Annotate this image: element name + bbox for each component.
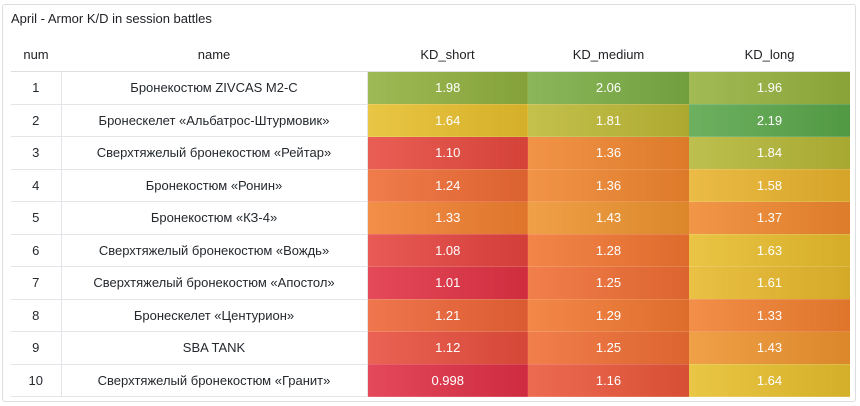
panel-title: April - Armor K/D in session battles — [11, 11, 212, 26]
column-header-kd-short[interactable]: KD_short — [367, 37, 528, 72]
table-row: 3 Сверхтяжелый бронекостюм «Рейтар» 1.10 1.… — [11, 136, 850, 170]
row-name-cell: SBA TANK — [61, 331, 368, 365]
kd-short-cell: 1.08 — [367, 234, 528, 267]
kd-short-cell: 0.998 — [367, 364, 528, 397]
kd-long-cell: 1.33 — [689, 299, 850, 332]
kd-short-cell: 1.01 — [367, 266, 528, 300]
kd-medium-cell: 1.16 — [528, 364, 689, 397]
table-row: 4 Бронекостюм «Ронин» 1.24 1.36 1.58 — [11, 169, 850, 202]
kd-short-cell: 1.98 — [367, 71, 528, 105]
row-name-cell: Бронекостюм «КЗ-4» — [61, 201, 368, 235]
table-row: 10 Сверхтяжелый бронекостюм «Гранит» 0.998… — [11, 364, 850, 397]
kd-long-cell: 1.43 — [689, 331, 850, 365]
kd-medium-cell: 1.81 — [528, 104, 689, 137]
row-name-cell: Сверхтяжелый бронекостюм «Апостол» — [61, 266, 368, 300]
kd-medium-cell: 1.29 — [528, 299, 689, 332]
kd-short-cell: 1.64 — [367, 104, 528, 137]
row-num-cell: 6 — [11, 234, 62, 267]
column-header-kd-long[interactable]: KD_long — [689, 37, 850, 72]
kd-table: num name KD_short KD_medium KD_long 1 Бро… — [11, 37, 850, 397]
kd-medium-cell: 1.28 — [528, 234, 689, 267]
table-panel: April - Armor K/D in session battles num… — [2, 4, 856, 402]
kd-long-cell: 1.58 — [689, 169, 850, 202]
kd-short-cell: 1.12 — [367, 331, 528, 365]
kd-medium-cell: 1.43 — [528, 201, 689, 235]
kd-medium-cell: 1.25 — [528, 331, 689, 365]
kd-short-cell: 1.10 — [367, 136, 528, 170]
kd-short-cell: 1.33 — [367, 201, 528, 235]
table-row: 8 Бронескелет «Центурион» 1.21 1.29 1.33 — [11, 299, 850, 332]
kd-medium-cell: 1.36 — [528, 136, 689, 170]
table-header-row: num name KD_short KD_medium KD_long — [11, 37, 850, 72]
column-header-num[interactable]: num — [11, 37, 61, 72]
row-num-cell: 5 — [11, 201, 62, 235]
row-num-cell: 9 — [11, 331, 62, 365]
kd-short-cell: 1.24 — [367, 169, 528, 202]
row-name-cell: Бронескелет «Центурион» — [61, 299, 368, 332]
table-row: 9 SBA TANK 1.12 1.25 1.43 — [11, 331, 850, 365]
row-num-cell: 3 — [11, 136, 62, 170]
kd-long-cell: 1.37 — [689, 201, 850, 235]
row-num-cell: 8 — [11, 299, 62, 332]
kd-long-cell: 1.63 — [689, 234, 850, 267]
kd-long-cell: 2.19 — [689, 104, 850, 137]
column-header-kd-medium[interactable]: KD_medium — [528, 37, 689, 72]
kd-long-cell: 1.96 — [689, 71, 850, 105]
row-name-cell: Сверхтяжелый бронекостюм «Вождь» — [61, 234, 368, 267]
table-row: 1 Бронекостюм ZIVCAS M2-C 1.98 2.06 1.96 — [11, 71, 850, 105]
row-name-cell: Бронекостюм ZIVCAS M2-C — [61, 71, 368, 105]
kd-long-cell: 1.61 — [689, 266, 850, 300]
row-num-cell: 4 — [11, 169, 62, 202]
row-name-cell: Сверхтяжелый бронекостюм «Рейтар» — [61, 136, 368, 170]
table-row: 5 Бронекостюм «КЗ-4» 1.33 1.43 1.37 — [11, 201, 850, 235]
table-row: 2 Бронескелет «Альбатрос-Штурмовик» 1.64 1.… — [11, 104, 850, 137]
row-num-cell: 7 — [11, 266, 62, 300]
row-num-cell: 1 — [11, 71, 62, 105]
kd-medium-cell: 2.06 — [528, 71, 689, 105]
kd-long-cell: 1.84 — [689, 136, 850, 170]
row-name-cell: Бронекостюм «Ронин» — [61, 169, 368, 202]
kd-medium-cell: 1.25 — [528, 266, 689, 300]
column-header-name[interactable]: name — [61, 37, 367, 72]
kd-medium-cell: 1.36 — [528, 169, 689, 202]
row-name-cell: Бронескелет «Альбатрос-Штурмовик» — [61, 104, 368, 137]
kd-long-cell: 1.64 — [689, 364, 850, 397]
kd-short-cell: 1.21 — [367, 299, 528, 332]
table-row: 7 Сверхтяжелый бронекостюм «Апостол» 1.01 1… — [11, 266, 850, 300]
row-num-cell: 2 — [11, 104, 62, 137]
row-num-cell: 10 — [11, 364, 62, 397]
table-row: 6 Сверхтяжелый бронекостюм «Вождь» 1.08 1.2… — [11, 234, 850, 267]
row-name-cell: Сверхтяжелый бронекостюм «Гранит» — [61, 364, 368, 397]
